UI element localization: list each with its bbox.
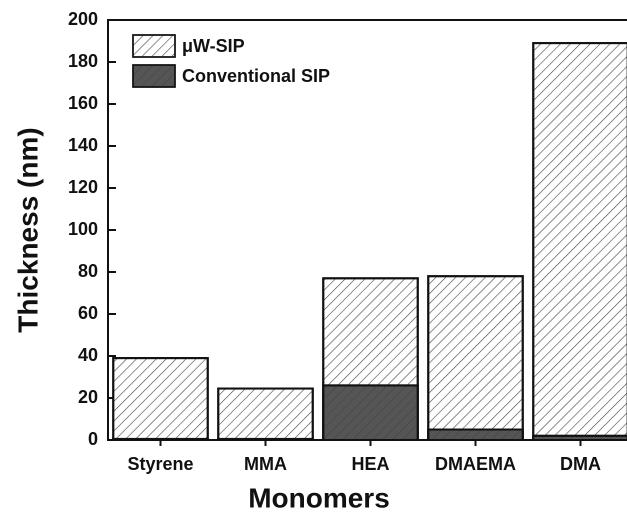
bar-hatch	[427, 428, 524, 441]
bar-hatch	[427, 275, 524, 442]
y-tick-label: 40	[78, 345, 98, 365]
y-tick-label: 60	[78, 303, 98, 323]
y-tick-label: 160	[68, 93, 98, 113]
x-tick-label: MMA	[244, 454, 287, 474]
bar-hatch	[217, 387, 314, 441]
x-tick-label: HEA	[351, 454, 389, 474]
bar-hatch	[112, 357, 209, 442]
bar-hatch	[217, 437, 314, 442]
bar-hatch	[532, 42, 627, 441]
legend-swatch-hatch	[132, 34, 176, 58]
x-tick-label: DMAEMA	[435, 454, 516, 474]
y-tick-label: 120	[68, 177, 98, 197]
x-tick-label: DMA	[560, 454, 601, 474]
y-tick-label: 20	[78, 387, 98, 407]
legend-swatch-hatch	[132, 64, 176, 88]
y-tick-label: 0	[88, 429, 98, 449]
x-axis-label: Monomers	[248, 482, 390, 513]
bar-hatch	[532, 434, 627, 441]
y-tick-label: 180	[68, 51, 98, 71]
y-tick-label: 80	[78, 261, 98, 281]
y-tick-label: 200	[68, 9, 98, 29]
legend-label: Conventional SIP	[182, 66, 330, 86]
x-tick-label: Styrene	[127, 454, 193, 474]
bar-hatch	[322, 384, 419, 441]
y-tick-label: 140	[68, 135, 98, 155]
y-axis-label: Thickness (nm)	[12, 127, 43, 332]
legend-label: μW-SIP	[182, 36, 245, 56]
bar-hatch	[112, 437, 209, 442]
y-tick-label: 100	[68, 219, 98, 239]
